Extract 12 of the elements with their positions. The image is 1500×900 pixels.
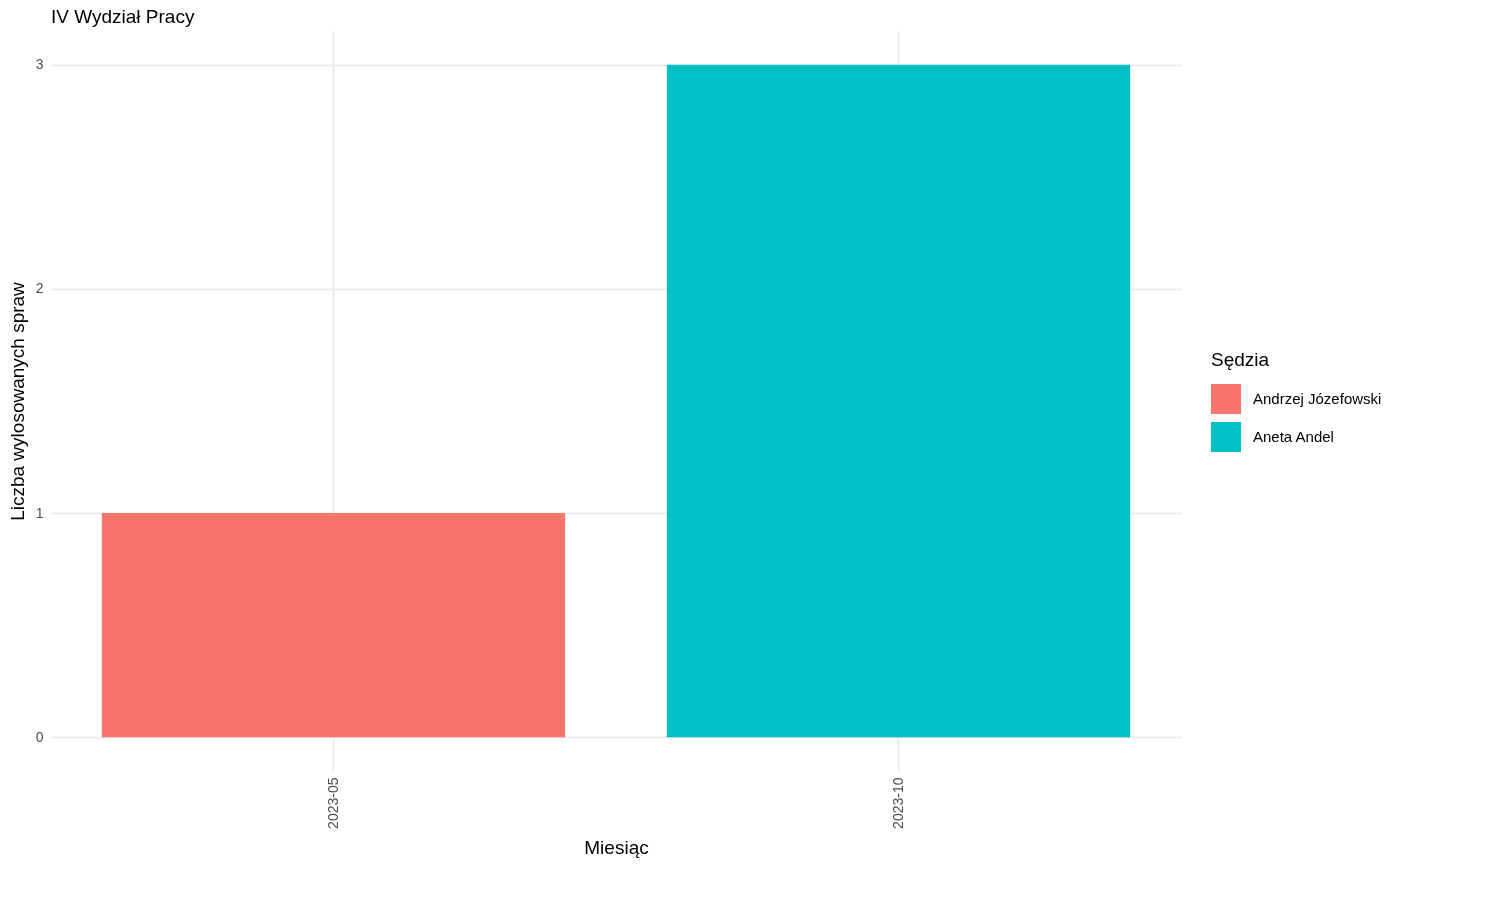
x-tick-label: 2023-05 (324, 777, 341, 829)
x-tick-label: 2023-10 (889, 777, 906, 829)
y-tick-label: 3 (35, 56, 44, 73)
y-tick-label: 2 (35, 280, 44, 297)
chart-title: IV Wydział Pracy (51, 6, 195, 27)
x-axis-title: Miesiąc (584, 836, 649, 858)
legend-label: Aneta Andel (1253, 428, 1334, 445)
legend-title: Sędzia (1211, 349, 1270, 370)
y-axis-title: Liczba wylosowanych spraw (6, 281, 28, 521)
y-tick-label: 0 (35, 728, 44, 745)
legend-label: Andrzej Józefowski (1253, 390, 1382, 407)
y-tick-label: 1 (35, 504, 44, 521)
